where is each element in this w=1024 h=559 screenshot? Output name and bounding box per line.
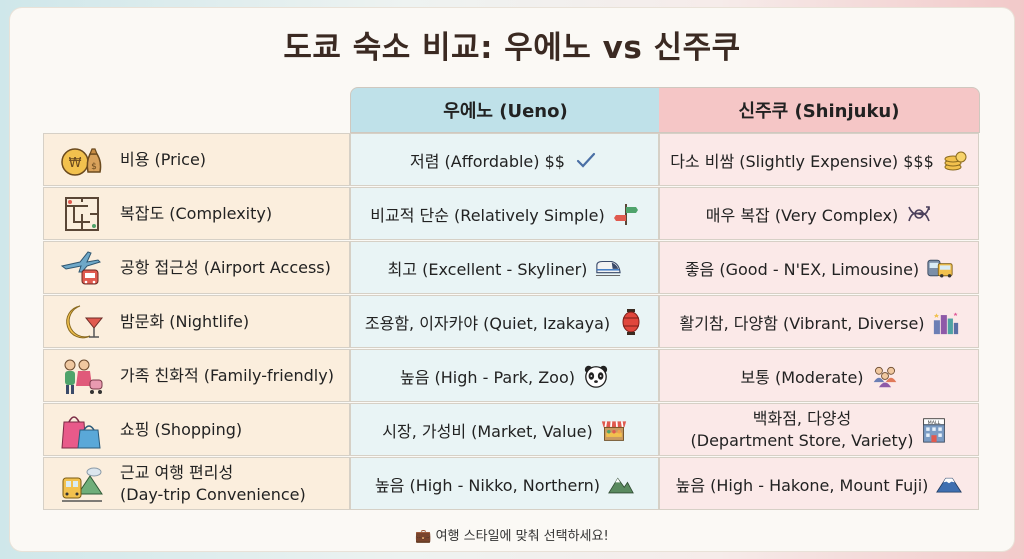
page-title: 도쿄 숙소 비교: 우에노 vs 신주쿠 bbox=[283, 30, 741, 66]
shinjuku-value: 활기참, 다양함 (Vibrant, Diverse) bbox=[679, 313, 925, 333]
category-label: 쇼핑 (Shopping) bbox=[120, 419, 243, 439]
category-cell: ₩ $ 비용 (Price) bbox=[43, 133, 350, 186]
category-label-line2: (Day-trip Convenience) bbox=[120, 484, 306, 504]
shinjuku-value: 보통 (Moderate) bbox=[740, 367, 864, 387]
shinjuku-cell: 높음 (High - Hakone, Mount Fuji) bbox=[659, 457, 979, 510]
category-cell: 복잡도 (Complexity) bbox=[43, 187, 350, 240]
bullet-train-icon bbox=[595, 255, 622, 281]
ueno-value: 저렴 (Affordable) $$ bbox=[410, 151, 565, 171]
shinjuku-value: 높음 (High - Hakone, Mount Fuji) bbox=[675, 475, 929, 495]
shinjuku-cell: 활기참, 다양함 (Vibrant, Diverse) bbox=[659, 295, 979, 348]
category-label: 비용 (Price) bbox=[120, 149, 207, 169]
ueno-cell: 조용함, 이자카야 (Quiet, Izakaya) bbox=[350, 295, 659, 348]
category-label: 밤문화 (Nightlife) bbox=[120, 311, 250, 331]
table-row: 공항 접근성 (Airport Access) 최고 (Excellent - … bbox=[43, 241, 979, 294]
airplane-train-icon bbox=[60, 246, 104, 290]
moon-cocktail-icon bbox=[60, 300, 104, 344]
ueno-cell: 높음 (High - Park, Zoo) bbox=[350, 349, 659, 402]
category-cell: 쇼핑 (Shopping) bbox=[43, 403, 350, 456]
table-row: 가족 친화적 (Family-friendly) 높음 (High - Park… bbox=[43, 349, 979, 402]
ueno-cell: 높음 (High - Nikko, Northern) bbox=[350, 457, 659, 510]
shinjuku-cell: 좋음 (Good - N'EX, Limousine) bbox=[659, 241, 979, 294]
ueno-cell: 최고 (Excellent - Skyliner) bbox=[350, 241, 659, 294]
shinjuku-cell: 매우 복잡 (Very Complex) bbox=[659, 187, 979, 240]
category-label: 공항 접근성 (Airport Access) bbox=[120, 257, 331, 277]
city-skyline-icon bbox=[933, 309, 959, 335]
category-label: 복잡도 (Complexity) bbox=[120, 203, 273, 223]
category-cell: 근교 여행 편리성 (Day-trip Convenience) bbox=[43, 457, 350, 510]
shinjuku-value: 좋음 (Good - N'EX, Limousine) bbox=[684, 259, 920, 279]
shinjuku-cell: 백화점, 다양성 (Department Store, Variety) MAL… bbox=[659, 403, 979, 456]
checkmark-icon bbox=[573, 147, 599, 173]
signpost-icon bbox=[613, 201, 639, 227]
column-header-shinjuku: 신주쿠 (Shinjuku) bbox=[659, 87, 980, 133]
shinjuku-value-line1: 백화점, 다양성 bbox=[752, 408, 852, 428]
mall-building-icon: MALL bbox=[921, 417, 947, 443]
tangled-arrows-icon bbox=[906, 201, 932, 227]
maze-icon bbox=[60, 192, 104, 236]
table-row: 밤문화 (Nightlife) 조용함, 이자카야 (Quiet, Izakay… bbox=[43, 295, 979, 348]
category-label-line1: 근교 여행 편리성 bbox=[120, 462, 234, 482]
footer-note: 💼 여행 스타일에 맞춰 선택하세요! bbox=[415, 529, 609, 544]
category-label: 가족 친화적 (Family-friendly) bbox=[120, 365, 334, 385]
table-row: 쇼핑 (Shopping) 시장, 가성비 (Market, Value) 백화… bbox=[43, 403, 979, 456]
column-header-ueno: 우에노 (Ueno) bbox=[350, 87, 661, 133]
table-row: 복잡도 (Complexity) 비교적 단순 (Relatively Simp… bbox=[43, 187, 979, 240]
category-cell: 공항 접근성 (Airport Access) bbox=[43, 241, 350, 294]
shinjuku-cell: 보통 (Moderate) bbox=[659, 349, 979, 402]
ueno-value: 시장, 가성비 (Market, Value) bbox=[382, 421, 593, 441]
table-row: ₩ $ 비용 (Price) 저렴 (Affordable) $$ 다소 비쌈 … bbox=[43, 133, 979, 186]
shinjuku-cell: 다소 비쌈 (Slightly Expensive) $$$ bbox=[659, 133, 979, 186]
ueno-cell: 시장, 가성비 (Market, Value) bbox=[350, 403, 659, 456]
table-row: 근교 여행 편리성 (Day-trip Convenience) 높음 (Hig… bbox=[43, 457, 979, 510]
category-cell: 밤문화 (Nightlife) bbox=[43, 295, 350, 348]
ueno-value: 조용함, 이자카야 (Quiet, Izakaya) bbox=[364, 313, 611, 333]
shopping-bags-icon bbox=[60, 408, 104, 452]
ueno-cell: 저렴 (Affordable) $$ bbox=[350, 133, 659, 186]
svg-text:MALL: MALL bbox=[928, 419, 941, 425]
category-cell: 가족 친화적 (Family-friendly) bbox=[43, 349, 350, 402]
svg-text:$: $ bbox=[91, 162, 97, 172]
lantern-icon bbox=[618, 308, 644, 335]
ueno-value: 최고 (Excellent - Skyliner) bbox=[387, 259, 588, 279]
market-stall-icon bbox=[601, 417, 627, 443]
ueno-value: 높음 (High - Nikko, Northern) bbox=[374, 475, 601, 495]
shinjuku-value: 다소 비쌈 (Slightly Expensive) $$$ bbox=[670, 151, 934, 171]
svg-text:₩: ₩ bbox=[69, 156, 82, 171]
coin-stack-icon bbox=[942, 147, 968, 173]
people-group-icon bbox=[872, 363, 898, 389]
panda-icon bbox=[583, 363, 609, 389]
ueno-value: 높음 (High - Park, Zoo) bbox=[399, 367, 576, 387]
mount-fuji-icon bbox=[936, 471, 963, 497]
bus-train-icon bbox=[927, 255, 953, 281]
ueno-value: 비교적 단순 (Relatively Simple) bbox=[370, 205, 605, 225]
ueno-cell: 비교적 단순 (Relatively Simple) bbox=[350, 187, 659, 240]
money-bag-icon: ₩ $ bbox=[60, 138, 104, 182]
shinjuku-value: 매우 복잡 (Very Complex) bbox=[705, 205, 899, 225]
shinjuku-value-line2: (Department Store, Variety) bbox=[690, 430, 914, 450]
mountain-icon bbox=[608, 471, 634, 497]
family-icon bbox=[60, 354, 104, 398]
train-mountain-icon bbox=[60, 462, 104, 506]
